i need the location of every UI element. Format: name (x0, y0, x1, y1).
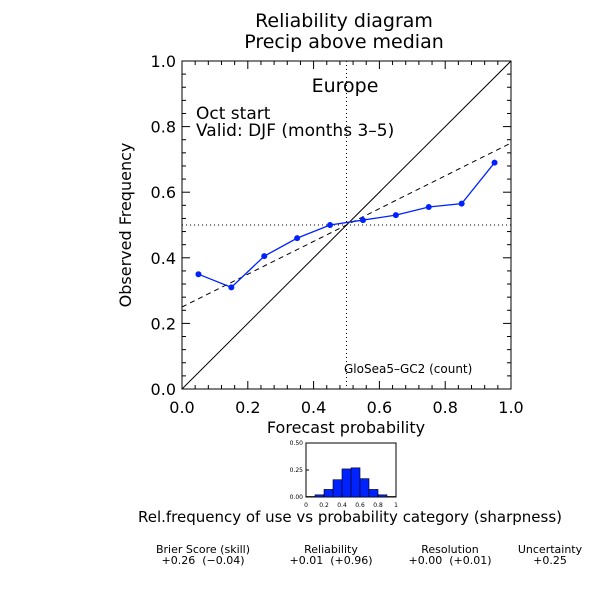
x-axis-label: Forecast probability (267, 418, 425, 437)
score-value-reliability: +0.01 (+0.96) (290, 554, 373, 567)
score-label-reliability: Reliability (304, 543, 358, 556)
histogram-bar (359, 478, 370, 498)
y-tick-label: 0.2 (151, 314, 176, 333)
hist-y-tick-label: 0.25 (290, 467, 304, 474)
histogram-bar (377, 494, 388, 498)
hist-x-tick-label: 0.4 (337, 502, 347, 509)
y-tick-label: 1.0 (151, 52, 176, 71)
hist-y-tick-label: 0.00 (290, 494, 304, 501)
scores-table: Brier Score (skill) +0.26 (−0.04) Reliab… (156, 543, 583, 567)
histogram-bar (341, 468, 352, 498)
histogram-bar (386, 496, 397, 498)
y-tick-label: 0.4 (151, 249, 176, 268)
reliability-point (327, 222, 334, 228)
histogram-bar (368, 489, 379, 498)
y-tick-label: 0.6 (151, 183, 176, 202)
score-value-resolution: +0.00 (+0.01) (409, 554, 492, 567)
hist-x-tick-label: 0.6 (355, 502, 365, 509)
hist-x-tick-label: 1 (394, 502, 398, 509)
x-tick-label: 0.2 (235, 398, 260, 417)
histogram-bar (332, 479, 343, 498)
hist-x-tick-label: 0.2 (319, 502, 329, 509)
sharpness-caption: Rel.frequency of use vs probability cate… (138, 508, 562, 526)
score-label-brier: Brier Score (skill) (156, 543, 250, 556)
reliability-series-line (198, 162, 496, 289)
x-tick-label: 0.6 (367, 398, 392, 417)
reliability-point (425, 203, 432, 210)
sharpness-histogram: 0 0.2 0.4 0.6 0.8 1 0.00 0.25 0.50 (290, 440, 398, 509)
chart-subtitle: Precip above median (244, 31, 444, 53)
reliability-point (392, 212, 399, 219)
model-label: GloSea5–GC2 (count) (344, 362, 472, 376)
y-tick-label: 0.8 (151, 118, 176, 137)
hist-x-tick-label: 0.8 (373, 502, 383, 509)
score-value-brier: +0.26 (−0.04) (162, 554, 245, 567)
reliability-plot: 0.0 0.2 0.4 0.6 0.8 1.0 0.0 0.2 0.4 0.6 0.8 1.0 Eur… (116, 52, 524, 437)
score-label-resolution: Resolution (421, 543, 479, 556)
reliability-point (458, 200, 465, 207)
reliability-point (261, 253, 268, 260)
histogram-bar (314, 494, 325, 498)
hist-y-tick-label: 0.50 (290, 440, 304, 447)
reliability-point (195, 271, 202, 278)
histogram-bar (350, 467, 361, 498)
score-label-uncertainty: Uncertainty (518, 543, 583, 556)
x-tick-label: 0.4 (301, 398, 326, 417)
reliability-point (359, 217, 366, 224)
chart-title: Reliability diagram (255, 10, 433, 32)
valid-label: Valid: DJF (months 3–5) (196, 121, 394, 141)
reliability-point (491, 159, 498, 166)
y-tick-label: 0.0 (151, 380, 176, 399)
score-value-uncertainty: +0.25 (533, 554, 567, 567)
x-tick-label: 1.0 (498, 398, 523, 417)
reliability-point (294, 235, 301, 242)
histogram-bar (323, 489, 334, 498)
x-tick-label: 0.0 (169, 398, 194, 417)
y-axis-label: Observed Frequency (116, 143, 135, 308)
start-label: Oct start (196, 104, 271, 124)
hist-x-tick-label: 0 (304, 502, 308, 509)
region-label: Europe (312, 75, 379, 97)
reliability-point (228, 284, 235, 291)
x-tick-label: 0.8 (432, 398, 457, 417)
